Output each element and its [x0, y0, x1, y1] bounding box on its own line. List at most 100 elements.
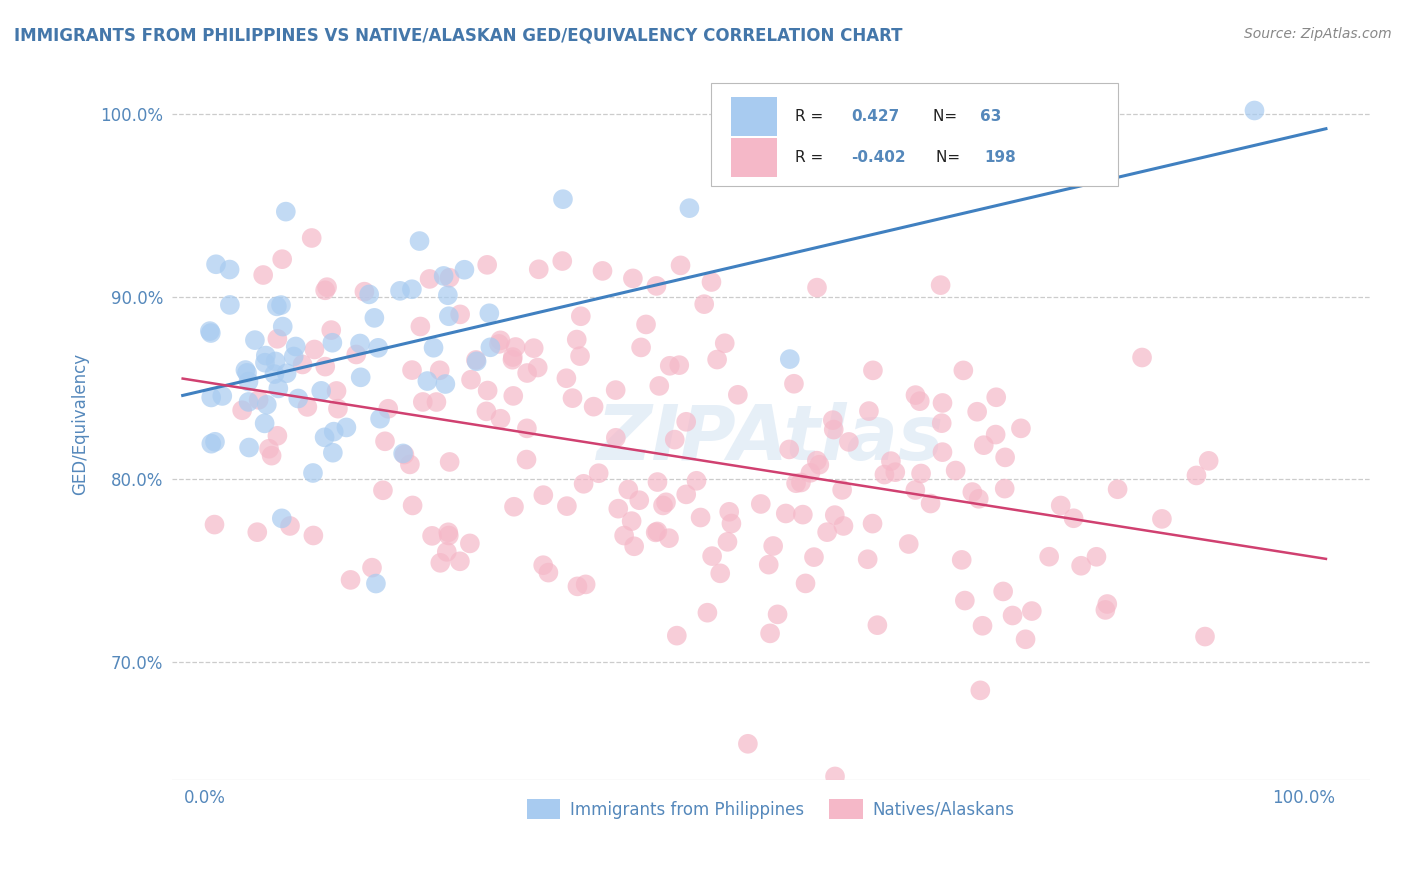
Point [1070, 558, 1092, 573]
Point [260, 449, 283, 463]
Point [274, 204, 297, 219]
Point [613, 528, 636, 542]
Point [231, 403, 253, 417]
Point [984, 427, 1007, 442]
Point [1094, 603, 1116, 617]
Point [321, 323, 343, 337]
Point [969, 683, 991, 698]
Text: N=: N= [936, 150, 965, 165]
Point [931, 416, 953, 430]
Point [856, 552, 879, 566]
Point [200, 436, 222, 450]
Point [401, 282, 423, 296]
Point [1198, 454, 1220, 468]
Point [412, 395, 434, 409]
Point [205, 257, 228, 271]
Text: ZIPAtlas: ZIPAtlas [598, 401, 945, 475]
Point [762, 539, 785, 553]
Point [664, 433, 686, 447]
Point [685, 474, 707, 488]
Point [655, 495, 678, 509]
Point [437, 288, 460, 302]
Point [904, 483, 927, 497]
Point [449, 307, 471, 321]
Point [575, 577, 598, 591]
Point [645, 279, 668, 293]
Point [458, 536, 481, 550]
Point [252, 268, 274, 282]
Point [713, 336, 735, 351]
Point [678, 201, 700, 215]
Point [429, 363, 451, 377]
Point [270, 298, 292, 312]
FancyBboxPatch shape [731, 96, 776, 136]
Point [198, 324, 221, 338]
Point [621, 271, 644, 285]
Point [238, 395, 260, 409]
Point [555, 371, 578, 385]
Point [1185, 468, 1208, 483]
Point [502, 389, 524, 403]
Point [555, 499, 578, 513]
Point [1010, 421, 1032, 435]
Point [929, 278, 952, 293]
Point [628, 493, 651, 508]
Point [266, 299, 288, 313]
Point [505, 340, 527, 354]
Point [910, 467, 932, 481]
Point [374, 434, 396, 449]
Point [266, 429, 288, 443]
Point [605, 431, 627, 445]
Point [1130, 351, 1153, 365]
Point [218, 262, 240, 277]
Point [478, 306, 501, 320]
Point [434, 377, 457, 392]
Point [634, 318, 657, 332]
Point [368, 411, 391, 425]
Point [551, 192, 574, 206]
Point [477, 384, 499, 398]
Point [489, 411, 512, 425]
Point [1243, 103, 1265, 118]
Point [821, 413, 844, 427]
Point [792, 508, 814, 522]
Point [302, 466, 325, 480]
Point [502, 350, 524, 364]
Point [297, 400, 319, 414]
Point [758, 558, 780, 572]
Point [304, 343, 326, 357]
Text: IMMIGRANTS FROM PHILIPPINES VS NATIVE/ALASKAN GED/EQUIVALENCY CORRELATION CHART: IMMIGRANTS FROM PHILIPPINES VS NATIVE/AL… [14, 27, 903, 45]
Point [204, 434, 226, 449]
Point [503, 500, 526, 514]
Point [588, 467, 610, 481]
Y-axis label: GED/Equivalency: GED/Equivalency [72, 353, 89, 495]
Point [515, 452, 537, 467]
Point [527, 262, 550, 277]
Point [371, 483, 394, 498]
Point [465, 354, 488, 368]
Point [623, 539, 645, 553]
Point [399, 458, 422, 472]
Point [283, 350, 305, 364]
Point [267, 381, 290, 395]
Point [824, 769, 846, 783]
Point [644, 525, 666, 540]
Point [966, 405, 988, 419]
Point [815, 525, 838, 540]
Point [668, 358, 690, 372]
Point [991, 584, 1014, 599]
Point [301, 231, 323, 245]
Point [973, 438, 995, 452]
Point [592, 264, 614, 278]
Point [709, 566, 731, 581]
Point [648, 379, 671, 393]
Point [700, 275, 723, 289]
Point [572, 476, 595, 491]
Point [537, 566, 560, 580]
Point [790, 475, 813, 490]
Point [838, 434, 860, 449]
Point [321, 335, 343, 350]
Point [808, 458, 831, 472]
Point [350, 370, 373, 384]
Point [824, 508, 846, 522]
